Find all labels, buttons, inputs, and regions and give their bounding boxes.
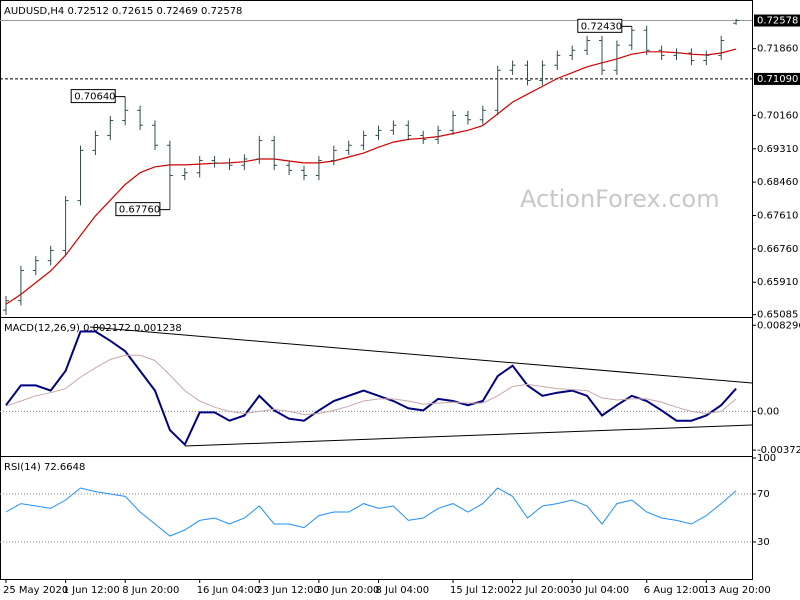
x-tick-label: 25 May 2020	[3, 585, 68, 596]
panel-frame	[0, 456, 753, 580]
annotation-label: 0.70640	[74, 92, 115, 103]
price-box	[754, 72, 800, 85]
x-tick-label: 16 Jun 04:00	[197, 585, 261, 596]
y-tick-label: 100	[757, 453, 776, 464]
annotation-box	[577, 18, 623, 33]
line	[5, 487, 737, 537]
y-tick-label: 0.65085	[757, 310, 798, 321]
x-tick-label: 15 Jul 12:00	[450, 585, 510, 596]
panel-title: MACD(12,26,9) 0.002172 0.001238	[4, 323, 182, 334]
panel-title: AUDUSD,H4 0.72512 0.72615 0.72469 0.7257…	[4, 6, 242, 17]
y-tick-label: 70	[757, 489, 770, 500]
y-tick-label: 0.67610	[757, 211, 798, 222]
y-tick-label: 0.00	[757, 406, 779, 417]
x-tick-label: 13 Aug 20:00	[703, 585, 770, 596]
y-tick-label: 0.68460	[757, 177, 798, 188]
annotation-label: 0.67760	[119, 205, 160, 216]
y-tick-label: 0.008296	[757, 320, 800, 331]
x-tick-label: 22 Jul 20:00	[510, 585, 570, 596]
y-tick-label: 0.71860	[757, 44, 798, 55]
annotation-label: 0.72430	[581, 21, 622, 32]
price-box	[754, 14, 800, 27]
y-tick-label: 0.70160	[757, 110, 798, 121]
x-tick-label: 1 Jun 12:00	[63, 585, 120, 596]
panel-frame	[0, 317, 753, 457]
panel-title: RSI(14) 72.6648	[4, 462, 85, 473]
y-tick-label: -0.003725	[757, 445, 800, 456]
line	[5, 354, 737, 416]
y-tick-label: 0.66760	[757, 244, 798, 255]
y-tick-label: 30	[757, 537, 770, 548]
x-tick-label: 23 Jun 12:00	[256, 585, 320, 596]
x-tick-label: 30 Jul 04:00	[569, 585, 629, 596]
x-tick-label: 30 Jun 20:00	[316, 585, 380, 596]
price-box-label: 0.72578	[757, 16, 798, 27]
trend-line	[89, 326, 753, 384]
line	[5, 48, 737, 305]
x-tick-label: 8 Jun 20:00	[122, 585, 179, 596]
panel-frame	[0, 0, 753, 318]
line	[5, 330, 737, 447]
watermark: ActionForex.com	[520, 185, 720, 213]
y-tick-label: 0.69310	[757, 144, 798, 155]
annotation-box	[115, 202, 161, 217]
price-box-label: 0.71090	[757, 74, 798, 85]
annotation-box	[70, 89, 116, 104]
trend-line	[184, 424, 753, 447]
y-tick-label: 0.65910	[757, 277, 798, 288]
x-tick-label: 6 Aug 12:00	[644, 585, 705, 596]
x-tick-label: 8 Jul 04:00	[376, 585, 430, 596]
